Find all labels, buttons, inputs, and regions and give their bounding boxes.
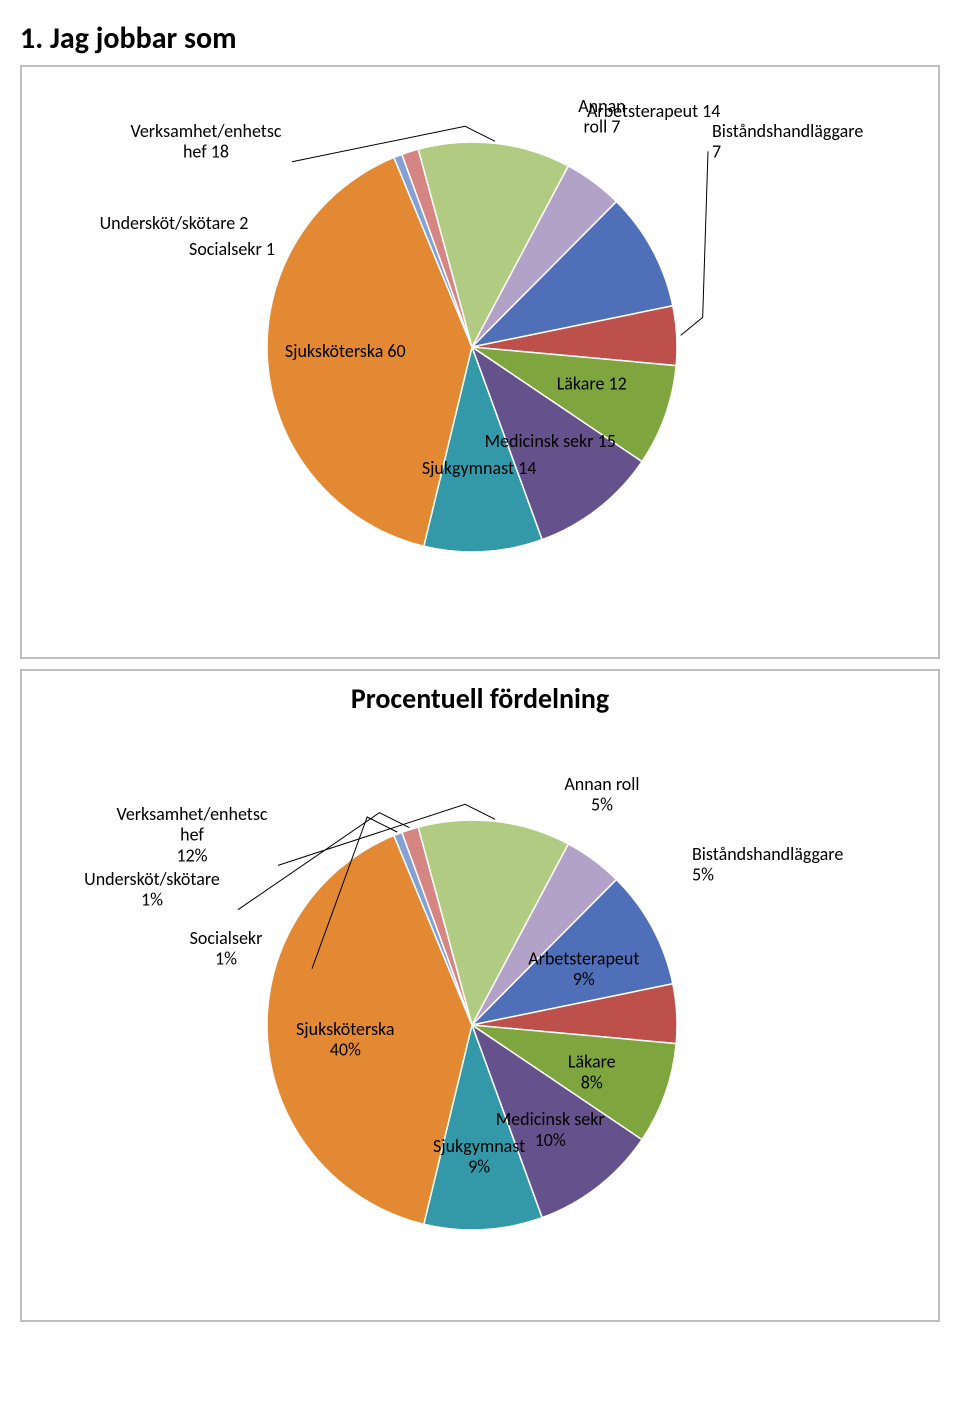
slice-label: Medicinsk sekr 15: [485, 430, 616, 452]
slice-label: Sjukgymnast 14: [422, 457, 536, 479]
slice-label: Socialsekr 1: [189, 238, 275, 260]
slice-label: Verksamhet/enhetschef12%: [117, 803, 268, 866]
slice-label: Undersköt/skötare1%: [84, 868, 220, 911]
chart2-title: Procentuell fördelning: [32, 681, 928, 716]
pie-chart-2: Annan roll5%Arbetsterapeut9%Biståndshand…: [32, 720, 932, 1300]
page: 1. Jag jobbar som Annanroll 7Arbetsterap…: [0, 0, 960, 1372]
slice-label: Arbetsterapeut 14: [587, 100, 720, 122]
pie-chart-1: Annanroll 7Arbetsterapeut 14Biståndshand…: [32, 77, 932, 637]
slice-label: Socialsekr1%: [190, 927, 263, 970]
chart1-container: Annanroll 7Arbetsterapeut 14Biståndshand…: [20, 65, 940, 659]
leader-line: [681, 151, 708, 335]
slice-label: Annan roll5%: [564, 773, 639, 816]
slice-label: Läkare 12: [557, 373, 627, 395]
slice-label: Undersköt/skötare 2: [100, 212, 249, 234]
slice-label: Verksamhet/enhetschef 18: [131, 120, 282, 163]
chart2-container: Procentuell fördelning Annan roll5%Arbet…: [20, 669, 940, 1322]
slice-label: Biståndshandläggare5%: [692, 843, 843, 886]
slice-label: Biståndshandläggare7: [712, 120, 863, 163]
slice-label: Sjuksköterska 60: [285, 340, 406, 362]
page-title: 1. Jag jobbar som: [20, 20, 940, 57]
